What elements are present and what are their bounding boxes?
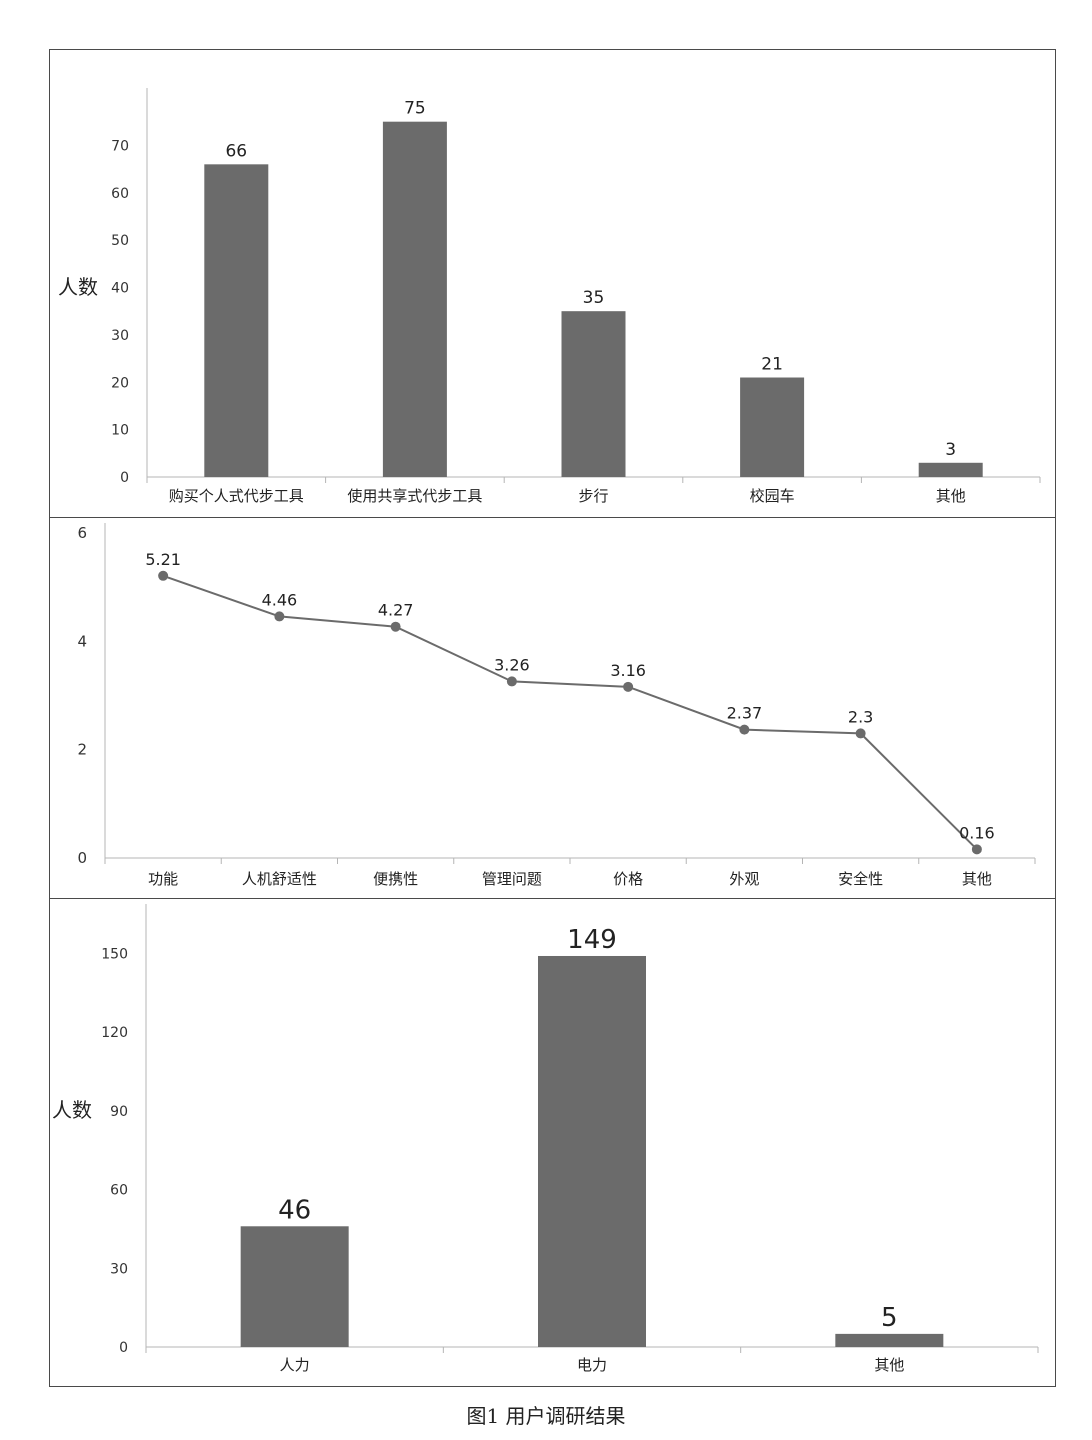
bar	[382, 121, 447, 477]
data-label: 149	[567, 925, 617, 955]
data-label: 35	[583, 288, 605, 308]
category-label: 步行	[578, 487, 608, 505]
bar	[918, 462, 983, 477]
category-label: 安全性	[838, 870, 883, 888]
bar	[561, 311, 626, 477]
y-tick-label: 70	[111, 138, 129, 154]
data-point	[506, 676, 517, 687]
chart-panel-factor-score: 0 2 4 6 功能 人机舒适性 便携性 管理问题 价格 外观 安全性 其他 5.21 4.46 4.27 3…	[49, 517, 1056, 899]
data-point	[623, 681, 634, 692]
y-tick-label: 50	[111, 233, 129, 249]
category-label: 其他	[874, 1356, 904, 1374]
factor-score-line-chart: 0 2 4 6 功能 人机舒适性 便携性 管理问题 价格 外观 安全性 其他 5.21 4.46 4.27 3…	[77, 523, 1036, 888]
data-label: 5.21	[145, 550, 181, 569]
y-axis-label: 人数	[52, 1098, 92, 1122]
y-tick-label: 20	[111, 375, 129, 391]
figure-caption: 图1 用户调研结果	[466, 1404, 626, 1428]
category-label: 人力	[280, 1356, 310, 1374]
bar	[204, 164, 269, 477]
bar	[240, 1226, 349, 1347]
y-axis-label: 人数	[58, 275, 98, 299]
y-tick-label: 60	[111, 186, 129, 202]
category-label: 价格	[613, 870, 643, 888]
y-tick-label: 30	[110, 1261, 128, 1277]
data-label: 3	[945, 440, 956, 460]
series-line	[162, 574, 978, 851]
data-label: 46	[278, 1195, 311, 1225]
category-label: 功能	[148, 870, 178, 888]
data-label: 4.27	[378, 601, 414, 620]
category-label: 人机舒适性	[242, 870, 317, 888]
y-tick-label: 6	[77, 524, 87, 542]
category-label: 使用共享式代步工具	[347, 487, 482, 505]
category-label: 便携性	[373, 870, 418, 888]
y-tick-label: 90	[110, 1104, 128, 1120]
chart-panel-power-type: 0 30 60 90 120 150 人数人力 电力 其他 46 149 5	[49, 898, 1056, 1387]
bar	[740, 377, 805, 477]
data-point	[855, 728, 866, 739]
data-label: 4.46	[262, 590, 298, 609]
y-tick-label: 10	[111, 423, 129, 439]
bar	[538, 955, 646, 1347]
category-label: 电力	[577, 1356, 607, 1374]
category-label: 其他	[936, 487, 966, 505]
y-tick-label: 0	[77, 849, 87, 867]
data-point	[971, 844, 982, 855]
y-tick-label: 150	[101, 946, 128, 962]
data-label: 5	[881, 1303, 898, 1333]
y-tick-label: 2	[77, 741, 87, 759]
y-tick-label: 40	[111, 281, 129, 297]
data-label: 3.16	[610, 661, 646, 680]
y-tick-label: 4	[77, 632, 87, 650]
data-point	[390, 621, 401, 632]
data-point	[158, 570, 169, 581]
category-label: 管理问题	[482, 870, 542, 888]
data-label: 0.16	[959, 823, 995, 842]
chart-panel-commute-mode: 0 10 20 30 40 50 60 70 人数购买个人式代步工具 使用共享式代步工具 步行 校园车…	[49, 49, 1056, 518]
data-label: 3.26	[494, 655, 530, 674]
y-tick-label: 60	[110, 1183, 128, 1199]
y-tick-label: 0	[119, 1340, 128, 1356]
category-label: 外观	[729, 870, 759, 888]
category-label: 购买个人式代步工具	[169, 487, 304, 505]
data-label: 75	[404, 99, 426, 119]
y-tick-label: 30	[111, 328, 129, 344]
data-label: 21	[761, 355, 783, 375]
category-label: 校园车	[750, 487, 795, 505]
data-label: 2.37	[727, 704, 763, 723]
category-label: 其他	[962, 870, 992, 888]
bar	[835, 1333, 944, 1347]
y-tick-label: 120	[101, 1025, 128, 1041]
data-point	[739, 724, 750, 735]
data-label: 66	[225, 141, 247, 161]
data-point	[274, 611, 285, 622]
y-tick-label: 0	[120, 470, 129, 486]
data-label: 2.3	[848, 707, 873, 726]
